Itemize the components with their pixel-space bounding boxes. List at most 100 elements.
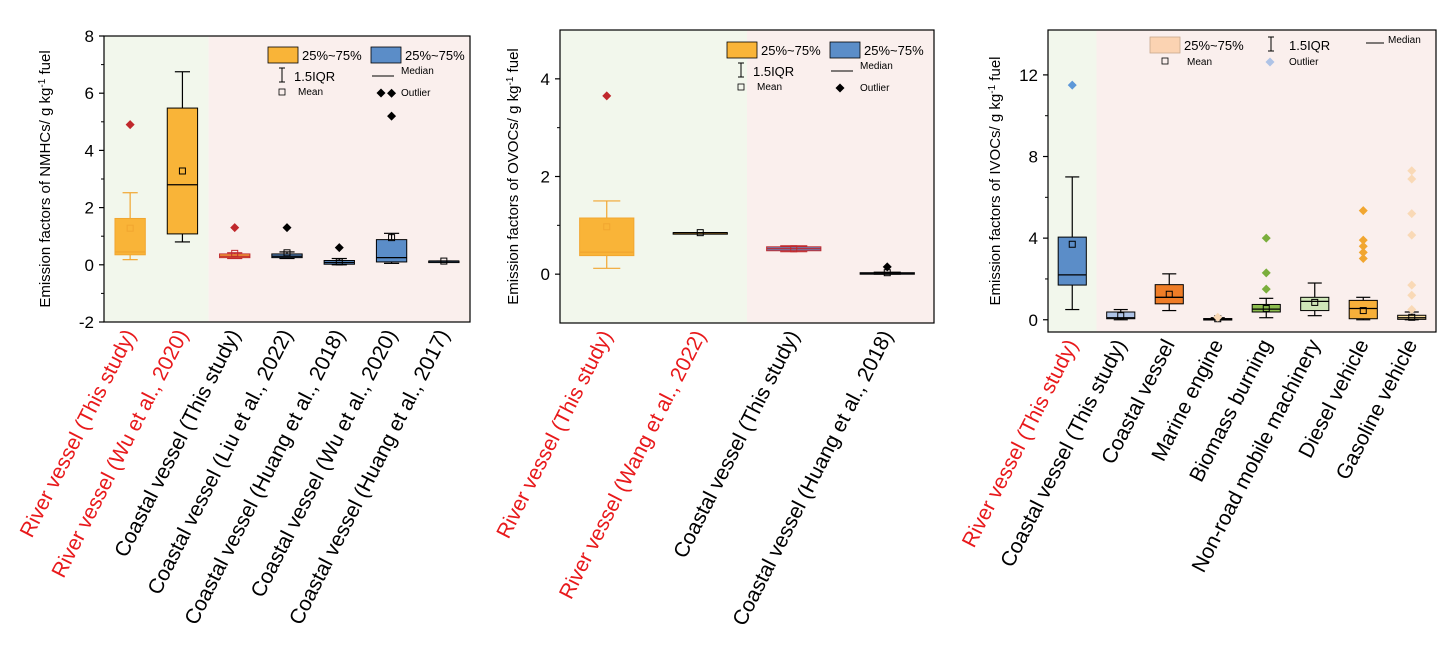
y-tick-label: 0 (541, 265, 550, 284)
box-3 (271, 223, 303, 260)
box-0 (114, 120, 146, 261)
legend-mean-label: Mean (757, 82, 782, 93)
y-tick-label: 2 (85, 199, 94, 218)
coastal-background (208, 36, 471, 322)
box-1 (166, 71, 199, 243)
legend-peach-swatch (1149, 36, 1181, 54)
outlier-point (1261, 233, 1271, 243)
legend-whisker-label: 1.5IQR (1289, 38, 1330, 53)
mean-marker (1117, 312, 1125, 320)
outlier-point (1407, 280, 1417, 290)
mean-marker (603, 223, 611, 231)
legend-median-label: Median (860, 61, 893, 72)
coastal-background (1096, 30, 1436, 332)
y-axis-label-sup: -1 (505, 76, 516, 85)
legend-box-label: 25%~75% (761, 43, 821, 58)
legend: 25%~75% 1.5IQR Median Mean Outlier (1149, 35, 1421, 68)
outlier-point (282, 223, 292, 233)
mean-marker (178, 167, 186, 175)
y-tick-label: 2 (541, 168, 550, 187)
box-6 (1348, 206, 1378, 321)
legend-mean-icon (1161, 57, 1169, 65)
outlier-point (1261, 268, 1271, 278)
y-tick-label: 4 (1029, 229, 1038, 248)
box-0 (1057, 80, 1087, 311)
legend-mean-icon (278, 88, 286, 96)
legend-orange-swatch (726, 41, 758, 59)
y-tick-label: 4 (85, 141, 94, 160)
iqr-box (114, 217, 146, 256)
box-5 (1300, 282, 1330, 317)
box-2 (219, 223, 251, 260)
y-tick-label: 8 (85, 27, 94, 46)
outlier-point (334, 243, 344, 253)
legend-mean-label: Mean (1187, 57, 1212, 68)
legend-blue-swatch (829, 41, 861, 59)
plot-frame (1047, 29, 1437, 333)
outlier-point (1407, 230, 1417, 240)
legend-outlier-icon (376, 88, 386, 98)
y-tick-label: 0 (85, 256, 94, 275)
outlier-point (1358, 235, 1368, 245)
box-0 (579, 91, 635, 269)
outlier-point (1358, 247, 1368, 257)
iqr-box (1154, 284, 1184, 305)
y-axis-label-main: Emission factors of NMHCs/ g kg (37, 88, 54, 308)
mean-marker (126, 224, 134, 232)
iqr-box (1300, 296, 1330, 312)
legend-whisker-label: 1.5IQR (294, 69, 335, 84)
outlier-point (1213, 312, 1223, 322)
legend-outlier-icon (1265, 57, 1275, 67)
mean-marker (1068, 240, 1076, 248)
outlier-point (1407, 174, 1417, 184)
y-axis-label-end: fuel (37, 50, 54, 78)
y-tick-label: 4 (541, 70, 550, 89)
mean-marker (790, 245, 798, 253)
box-4 (1251, 233, 1281, 319)
ovoc-chart: 25%~75% 25%~75% 1.5IQR Median Mean Outlier 0 2 4… (492, 29, 935, 630)
legend-median-label: Median (401, 66, 434, 77)
box-3 (859, 262, 915, 277)
y-tick-label: 8 (1029, 148, 1038, 167)
legend-box-label: 25%~75% (302, 48, 362, 63)
ivoc-chart: 25%~75% 1.5IQR Median Mean Outlier 0 4 8 12 Emiss… (958, 29, 1437, 576)
nmhc-chart: 25%~75% 25%~75% 1.5IQR Median Mean Outlier -2 0… (16, 27, 471, 629)
box-3 (1203, 312, 1233, 323)
legend-outlier-label: Outlier (860, 83, 890, 94)
box-6 (428, 257, 460, 265)
legend: 25%~75% 25%~75% 1.5IQR Median Mean Outlier (726, 41, 924, 94)
box-1 (1106, 308, 1136, 321)
mean-marker (388, 234, 396, 242)
mean-marker (1311, 298, 1319, 306)
y-tick-label: 6 (85, 84, 94, 103)
iqr-box (375, 239, 408, 263)
mean-marker (440, 257, 448, 265)
legend-mean-label: Mean (298, 87, 323, 98)
legend-box-label: 25%~75% (864, 43, 924, 58)
box-7 (1397, 166, 1427, 321)
outlier-point (1358, 241, 1368, 251)
mean-marker (231, 249, 239, 257)
outlier-point (1261, 284, 1271, 294)
iqr-box (1057, 236, 1087, 286)
y-axis-label-main: Emission factors of IVOCs/ g kg (987, 94, 1004, 306)
y-axis-label-sup: -1 (987, 84, 998, 93)
outlier-point (230, 223, 240, 233)
legend-orange-swatch (267, 46, 299, 64)
box-2 (1154, 273, 1184, 312)
river-background (560, 30, 747, 323)
mean-marker (1262, 305, 1270, 313)
y-tick-label: 12 (1019, 66, 1038, 85)
legend-outlier-label: Outlier (401, 88, 431, 99)
legend-mean-icon (737, 83, 745, 91)
x-category-label: Coastal vessel (Huang et al., 2018) (728, 327, 897, 630)
legend-blue-swatch (370, 46, 402, 64)
outlier-point (1358, 254, 1368, 264)
mean-marker (335, 258, 343, 266)
y-tick-label: -2 (79, 313, 94, 332)
outlier-point (1407, 290, 1417, 300)
y-axis-label-main: Emission factors of OVOCs/ g kg (505, 86, 522, 305)
mean-marker (1359, 307, 1367, 315)
y-tick-label: 0 (1029, 311, 1038, 330)
